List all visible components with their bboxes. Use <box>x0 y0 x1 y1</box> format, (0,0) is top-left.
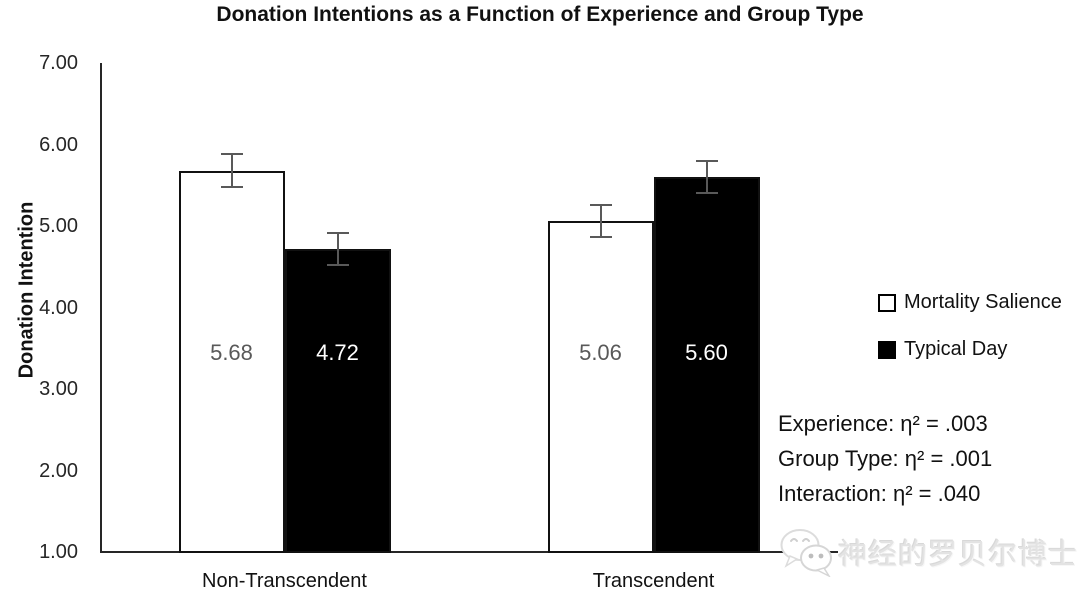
legend-item-mortality-salience: Mortality Salience <box>878 291 1062 314</box>
y-tick-label: 7.00 <box>39 52 78 74</box>
bar-value-label: 4.72 <box>316 340 359 365</box>
bar-typical-day <box>653 177 760 553</box>
watermark: 神经的罗贝尔博士 <box>780 527 1078 577</box>
error-bar-cap-bottom <box>695 192 718 195</box>
y-tick-label: 5.00 <box>39 215 78 237</box>
bar-mortality-salience <box>178 170 285 553</box>
y-tick-label: 3.00 <box>39 378 78 400</box>
legend: Mortality Salience Typical Day <box>878 291 1062 385</box>
error-bar-cap-bottom <box>589 236 612 239</box>
y-tick-label: 4.00 <box>39 296 78 319</box>
mortality-salience-swatch-icon <box>878 293 896 312</box>
typical-day-swatch-icon <box>878 340 896 359</box>
error-bar-cap-top <box>589 203 612 206</box>
error-bar-line <box>336 232 339 266</box>
legend-item-typical-day: Typical Day <box>878 338 1062 361</box>
bar-value-label: 5.06 <box>579 340 622 365</box>
annotation-experience: Experience: η² = .003 <box>778 411 988 436</box>
bar-mortality-salience <box>547 221 654 553</box>
y-tick-label: 2.00 <box>39 459 78 482</box>
x-category-label: Non-Transcendent <box>202 570 367 592</box>
legend-label-typical-day: Typical Day <box>904 338 1008 360</box>
effect-size-annotations: Experience: η² = .003 Group Type: η² = .… <box>778 406 992 511</box>
error-bar-cap-top <box>695 159 718 162</box>
y-tick-label: 6.00 <box>39 133 78 156</box>
bar-typical-day <box>284 248 391 553</box>
error-bar-cap-top <box>220 153 243 156</box>
y-axis-line <box>100 63 102 553</box>
x-category-label: Transcendent <box>592 570 715 592</box>
error-bar-cap-bottom <box>220 185 243 188</box>
legend-label-mortality-salience: Mortality Salience <box>904 291 1062 313</box>
chart-title: Donation Intentions as a Function of Exp… <box>216 3 864 26</box>
x-axis-line <box>100 551 838 553</box>
annotation-interaction: Interaction: η² = .040 <box>778 481 981 506</box>
wechat-icon <box>780 529 832 577</box>
error-bar-line <box>705 160 708 194</box>
error-bar-cap-bottom <box>326 264 349 267</box>
y-tick-label: 1.00 <box>39 541 78 563</box>
watermark-text: 神经的罗贝尔博士 <box>838 539 1079 571</box>
annotation-group-type: Group Type: η² = .001 <box>778 446 993 471</box>
bar-value-label: 5.60 <box>685 340 728 365</box>
bar-value-label: 5.68 <box>210 340 253 365</box>
error-bar-cap-top <box>326 231 349 234</box>
error-bar-line <box>599 204 602 238</box>
error-bar-line <box>230 154 233 187</box>
